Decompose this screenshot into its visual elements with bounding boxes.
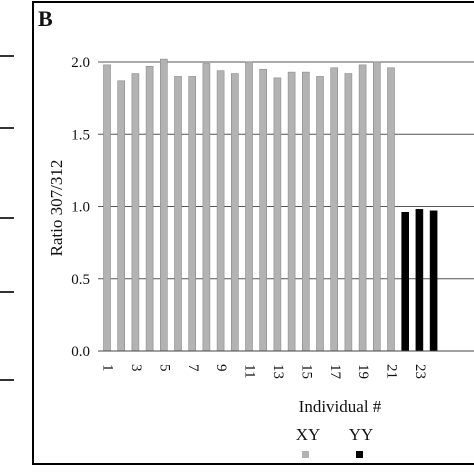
y-tick-labels: 0.0 0.5 1.0 1.5 2.0	[71, 55, 90, 360]
bar-xy	[117, 80, 125, 352]
bar-yy	[401, 211, 410, 352]
bar-xy	[103, 64, 111, 352]
bar-xy	[344, 73, 353, 352]
x-tick-label: 1	[100, 364, 116, 372]
legend-swatch-yy	[356, 451, 363, 458]
x-tick-label: 23	[412, 364, 428, 379]
x-tick-label: 11	[242, 364, 258, 378]
x-tick-label: 19	[355, 364, 371, 379]
legend-label-yy: YY	[349, 425, 374, 444]
y-tick-label: 1.5	[71, 127, 90, 143]
bar-xy	[358, 64, 367, 352]
panel-frame	[32, 1, 474, 465]
bar-xy	[372, 61, 381, 352]
x-tick-label: 5	[156, 364, 172, 372]
bar-xy	[174, 76, 182, 352]
y-axis-label: Ratio 307/312	[47, 160, 66, 257]
bar-xy	[245, 61, 253, 352]
bar-xy	[287, 71, 296, 352]
bar-xy	[216, 70, 225, 352]
y-tick-label: 1.0	[71, 200, 90, 216]
bar-xy	[301, 71, 310, 352]
x-tick-label: 21	[384, 364, 400, 379]
bar-xy	[231, 73, 239, 352]
bar-xy	[131, 73, 140, 352]
y-tick-label: 0.5	[71, 272, 90, 288]
y-tick-label: 0.0	[71, 344, 90, 360]
x-tick-label: 9	[213, 364, 229, 372]
bar-xy	[160, 58, 168, 352]
y-tick-label: 2.0	[71, 55, 90, 71]
x-tick-label: 3	[128, 364, 144, 372]
bar-xy	[188, 76, 196, 352]
bar-xy	[273, 77, 282, 352]
adjacent-panel-ticks	[0, 55, 14, 381]
bar-xy	[387, 67, 395, 352]
bar-xy	[330, 67, 339, 352]
bar-xy	[202, 63, 211, 352]
x-axis-label: Individual #	[299, 397, 382, 416]
x-tick-label: 17	[327, 364, 343, 380]
bars	[103, 58, 438, 352]
legend: XY YY	[296, 425, 374, 458]
x-tick-label: 7	[185, 364, 201, 372]
panel-label: B	[38, 6, 53, 31]
bar-yy	[415, 209, 424, 352]
x-tick-label: 15	[298, 364, 314, 379]
bar-xy	[316, 76, 324, 352]
bar-yy	[429, 210, 438, 352]
legend-label-xy: XY	[296, 425, 321, 444]
legend-swatch-xy	[302, 451, 309, 458]
x-tick-label: 13	[270, 364, 286, 379]
x-tick-labels: 1 3 5 7 9 11 13 15 17 19 21 23	[100, 364, 428, 380]
bar-xy	[259, 68, 268, 352]
bar-xy	[145, 66, 154, 352]
